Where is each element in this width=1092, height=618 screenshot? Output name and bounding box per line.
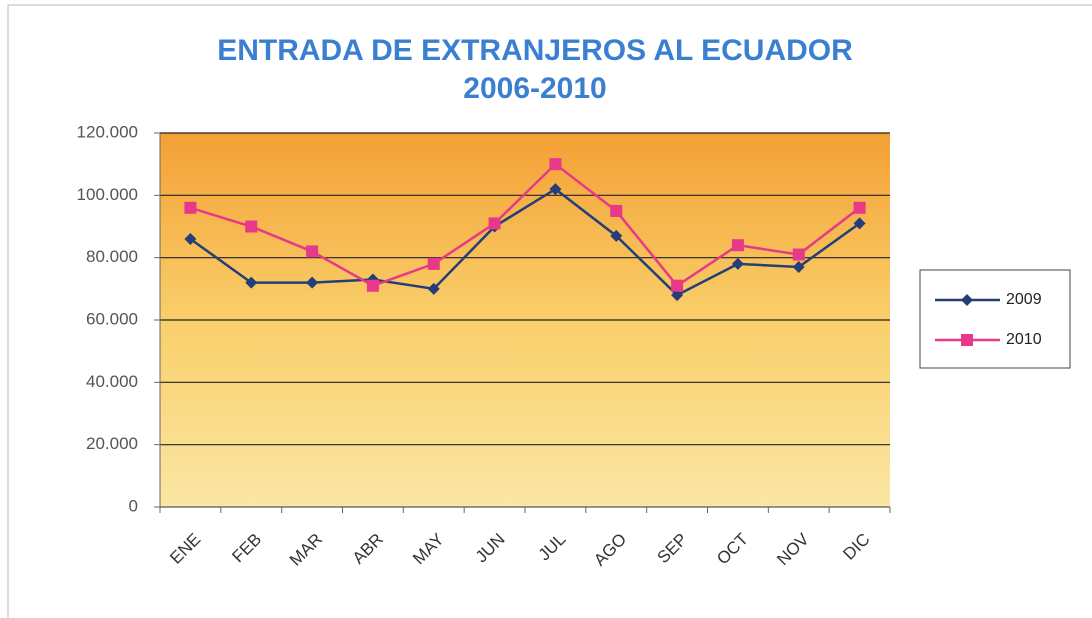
data-point [610, 204, 623, 217]
data-point [853, 217, 866, 230]
data-point [549, 183, 562, 196]
y-tick-label: 20.000 [86, 434, 138, 453]
data-point [792, 261, 805, 274]
data-point [731, 257, 744, 270]
legend-box [919, 269, 1071, 369]
data-point [427, 257, 440, 270]
data-point [549, 158, 562, 171]
y-tick-label: 80.000 [86, 247, 138, 266]
chart-title: ENTRADA DE EXTRANJEROS AL ECUADOR [217, 34, 853, 67]
data-point [245, 276, 258, 289]
data-point [306, 276, 319, 289]
data-point [184, 201, 197, 214]
data-point [306, 245, 319, 258]
y-tick-label: 100.000 [77, 185, 138, 204]
legend-label: 2010 [1006, 331, 1042, 348]
data-point [671, 289, 684, 302]
data-point [427, 282, 440, 295]
legend-label: 2009 [1006, 291, 1042, 308]
y-tick-label: 120.000 [77, 122, 138, 141]
legend-marker [961, 294, 973, 306]
chart-subtitle: 2006-2010 [463, 72, 606, 105]
data-point [731, 239, 744, 252]
legend-marker [961, 334, 973, 346]
data-point [488, 217, 501, 230]
series-line [190, 162, 861, 288]
series-line [189, 187, 861, 297]
data-point [792, 248, 805, 261]
data-point [245, 220, 258, 233]
y-tick-label: 40.000 [86, 372, 138, 391]
data-point [853, 201, 866, 214]
y-tick-label: 60.000 [86, 309, 138, 328]
y-tick-label: 0 [129, 496, 138, 515]
data-point [671, 279, 684, 292]
data-point [366, 279, 379, 292]
data-point [184, 232, 197, 245]
data-point [610, 229, 623, 242]
